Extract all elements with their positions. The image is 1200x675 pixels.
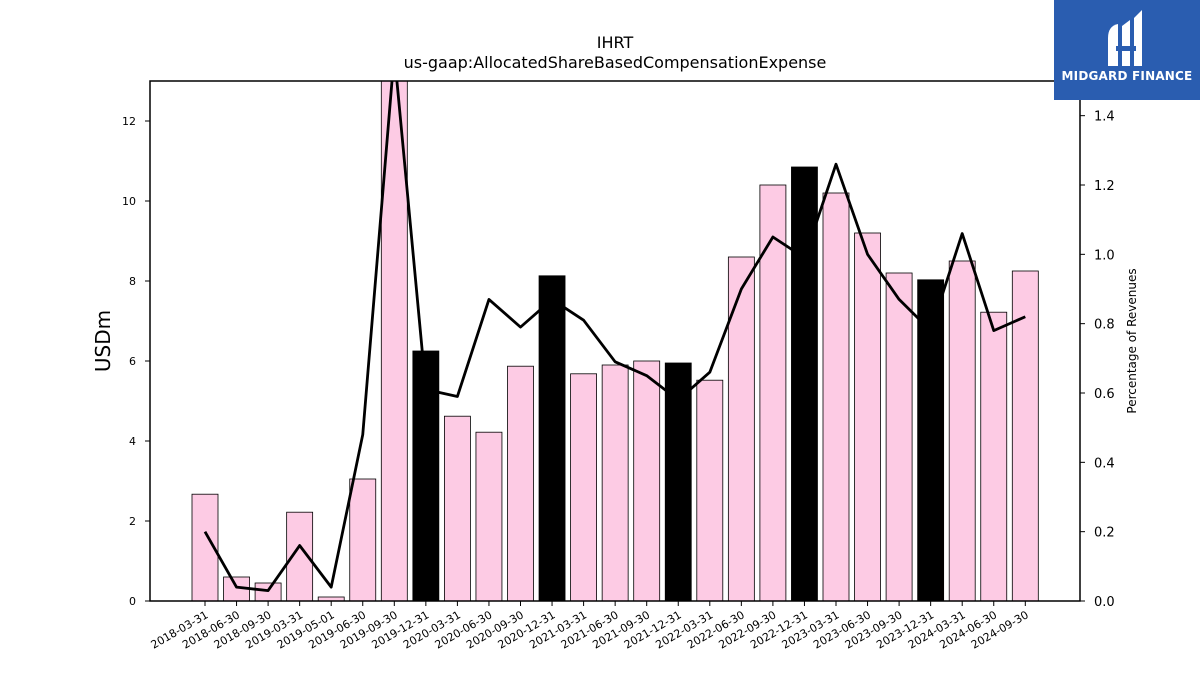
bar-2021-03-31 xyxy=(570,373,597,602)
bar-2022-03-31 xyxy=(696,379,724,602)
y2-tick-label: 0.6 xyxy=(1094,387,1115,402)
bar-2021-06-30 xyxy=(601,364,629,602)
percentage-of-revenues-line xyxy=(203,81,1026,592)
right-axis: 0.0 0.2 0.4 0.6 0.8 1.0 1.2 1.4 xyxy=(1080,110,1115,610)
y-tick-label: 6 xyxy=(129,355,136,368)
bar-2018-09-30 xyxy=(254,582,282,602)
midgard-finance-logo: MIDGARD FINANCE xyxy=(1054,0,1200,100)
bar-2019-06-30 xyxy=(349,478,377,602)
bar-2021-12-31 xyxy=(664,362,692,602)
y-tick-label: 8 xyxy=(129,275,136,288)
bar-2020-03-31 xyxy=(443,415,471,602)
bar-2023-09-30 xyxy=(885,272,913,602)
chart-title-ticker: IHRT xyxy=(597,33,634,52)
y2-tick-label: 0.8 xyxy=(1094,318,1115,333)
x-axis: 2018-03-312018-06-302018-09-302019-03-31… xyxy=(149,601,1031,652)
bar-2022-12-31 xyxy=(791,166,818,602)
bar-2020-06-30 xyxy=(475,431,503,602)
left-axis: 0 2 4 6 8 10 12 xyxy=(122,115,150,608)
y-tick-label: 2 xyxy=(129,515,136,528)
chart-title-concept: us-gaap:AllocatedShareBasedCompensationE… xyxy=(404,53,827,72)
bar-2023-03-31 xyxy=(822,192,850,602)
bar-2024-03-31 xyxy=(948,260,976,602)
y-tick-label: 12 xyxy=(122,115,136,128)
bar-2023-06-30 xyxy=(854,232,881,602)
y2-axis-label: Percentage of Revenues xyxy=(1125,268,1139,413)
y2-tick-label: 0.4 xyxy=(1094,456,1115,471)
bar-2023-12-31 xyxy=(917,279,945,602)
y-tick-label: 10 xyxy=(122,195,136,208)
y2-tick-label: 0.2 xyxy=(1094,526,1115,541)
logo-text: MIDGARD FINANCE xyxy=(1061,69,1193,83)
bar-series xyxy=(191,80,1039,602)
y2-tick-label: 0.0 xyxy=(1094,595,1115,610)
bar-2024-06-30 xyxy=(980,311,1008,602)
bar-2024-09-30 xyxy=(1011,270,1039,602)
midgard-logo-icon xyxy=(1108,10,1142,66)
bar-2021-09-30 xyxy=(633,360,661,602)
y2-tick-label: 1.2 xyxy=(1094,179,1115,194)
bar-2020-09-30 xyxy=(507,365,534,602)
bar-2022-09-30 xyxy=(759,184,787,602)
y-axis-label: USDm xyxy=(91,310,115,372)
y2-tick-label: 1.4 xyxy=(1094,110,1115,125)
y-tick-label: 0 xyxy=(129,595,136,608)
line-series xyxy=(203,81,1026,592)
bar-2020-12-31 xyxy=(538,275,566,602)
y2-tick-label: 1.0 xyxy=(1094,248,1115,263)
y-tick-label: 4 xyxy=(129,435,136,448)
bar-2022-06-30 xyxy=(727,256,755,602)
